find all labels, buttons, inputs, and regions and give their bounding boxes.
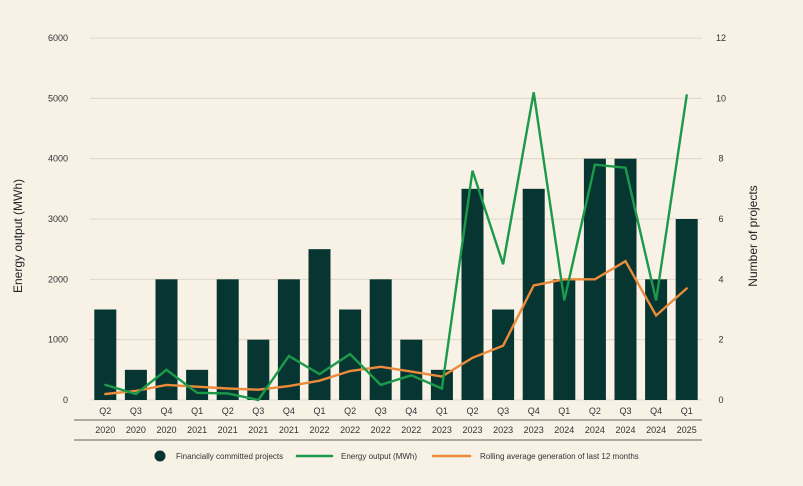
x-tick-year: 2021 bbox=[279, 425, 299, 435]
x-tick-year: 2022 bbox=[401, 425, 421, 435]
x-tick-year: 2024 bbox=[646, 425, 666, 435]
bar bbox=[553, 279, 576, 400]
x-tick-year: 2025 bbox=[677, 425, 697, 435]
energy-output-line bbox=[104, 92, 688, 402]
rolling-average-line bbox=[104, 259, 688, 396]
x-tick-quarter: Q3 bbox=[130, 406, 142, 416]
bar bbox=[308, 249, 331, 400]
x-tick-year: 2023 bbox=[462, 425, 482, 435]
x-axis-ticks: Q2 2020 Q3 2020 Q4 2020 Q1 2021 Q2 2021 Q3 2021 Q4 20… bbox=[74, 406, 702, 441]
y-right-tick-label: 10 bbox=[716, 93, 726, 103]
right-axis-ticks: 0 2 4 6 8 10 12 bbox=[716, 33, 726, 405]
bar bbox=[522, 188, 545, 400]
y-left-tick-label: 5000 bbox=[48, 93, 68, 103]
y-right-axis-title: Number of projects bbox=[746, 185, 760, 286]
legend-swatch-projects bbox=[154, 450, 166, 462]
legend-label-energy: Energy output (MWh) bbox=[341, 452, 417, 461]
legend-label-rolling: Rolling average generation of last 12 mo… bbox=[480, 452, 639, 461]
y-left-axis-title: Energy output (MWh) bbox=[11, 179, 25, 293]
x-tick-quarter: Q4 bbox=[650, 406, 662, 416]
x-tick-quarter: Q4 bbox=[160, 406, 172, 416]
x-tick-year: 2020 bbox=[126, 425, 146, 435]
x-tick-quarter: Q4 bbox=[283, 406, 295, 416]
x-tick-year: 2023 bbox=[524, 425, 544, 435]
x-tick-year: 2022 bbox=[309, 425, 329, 435]
y-right-tick-label: 12 bbox=[716, 33, 726, 43]
x-tick-quarter: Q4 bbox=[405, 406, 417, 416]
x-tick-year: 2024 bbox=[585, 425, 605, 435]
bar bbox=[614, 158, 637, 400]
x-tick-quarter: Q4 bbox=[528, 406, 540, 416]
y-right-tick-label: 0 bbox=[718, 395, 723, 405]
bar bbox=[400, 339, 423, 400]
y-left-tick-label: 0 bbox=[63, 395, 68, 405]
left-axis-ticks: 0 1000 2000 3000 4000 5000 6000 bbox=[48, 33, 68, 405]
x-tick-quarter: Q1 bbox=[558, 406, 570, 416]
line-series bbox=[104, 92, 688, 402]
x-tick-quarter: Q3 bbox=[497, 406, 509, 416]
y-right-tick-label: 8 bbox=[718, 154, 723, 164]
x-tick-quarter: Q1 bbox=[191, 406, 203, 416]
legend-label-projects: Financially committed projects bbox=[176, 452, 283, 461]
x-tick-quarter: Q2 bbox=[99, 406, 111, 416]
x-tick-year: 2022 bbox=[340, 425, 360, 435]
x-tick-year: 2023 bbox=[493, 425, 513, 435]
bar bbox=[461, 188, 484, 400]
bar bbox=[277, 279, 300, 400]
x-tick-quarter: Q3 bbox=[375, 406, 387, 416]
x-tick-quarter: Q2 bbox=[222, 406, 234, 416]
x-tick-year: 2024 bbox=[554, 425, 574, 435]
bar bbox=[124, 369, 147, 400]
x-tick-quarter: Q1 bbox=[681, 406, 693, 416]
y-left-tick-label: 1000 bbox=[48, 335, 68, 345]
x-tick-year: 2021 bbox=[218, 425, 238, 435]
x-tick-year: 2021 bbox=[187, 425, 207, 435]
y-left-tick-label: 6000 bbox=[48, 33, 68, 43]
x-tick-quarter: Q3 bbox=[252, 406, 264, 416]
x-tick-year: 2020 bbox=[156, 425, 176, 435]
y-left-tick-label: 2000 bbox=[48, 274, 68, 284]
bar bbox=[369, 279, 392, 400]
y-left-tick-label: 4000 bbox=[48, 154, 68, 164]
x-tick-quarter: Q3 bbox=[619, 406, 631, 416]
x-tick-quarter: Q2 bbox=[589, 406, 601, 416]
x-tick-year: 2024 bbox=[615, 425, 635, 435]
bar bbox=[216, 279, 239, 400]
y-left-tick-label: 3000 bbox=[48, 214, 68, 224]
x-tick-quarter: Q2 bbox=[344, 406, 356, 416]
x-tick-quarter: Q1 bbox=[436, 406, 448, 416]
x-tick-year: 2023 bbox=[432, 425, 452, 435]
legend: Financially committed projects Energy out… bbox=[154, 450, 639, 462]
y-right-tick-label: 2 bbox=[718, 335, 723, 345]
x-tick-year: 2021 bbox=[248, 425, 268, 435]
gridlines bbox=[90, 37, 702, 401]
x-tick-year: 2022 bbox=[371, 425, 391, 435]
bar bbox=[247, 339, 270, 400]
x-tick-quarter: Q1 bbox=[313, 406, 325, 416]
bar bbox=[492, 309, 515, 400]
bar bbox=[675, 219, 698, 400]
y-right-tick-label: 6 bbox=[718, 214, 723, 224]
bar bbox=[155, 279, 178, 400]
x-tick-year: 2020 bbox=[95, 425, 115, 435]
bar bbox=[94, 309, 117, 400]
y-right-tick-label: 4 bbox=[718, 274, 723, 284]
x-tick-quarter: Q2 bbox=[466, 406, 478, 416]
bar bbox=[186, 369, 209, 400]
